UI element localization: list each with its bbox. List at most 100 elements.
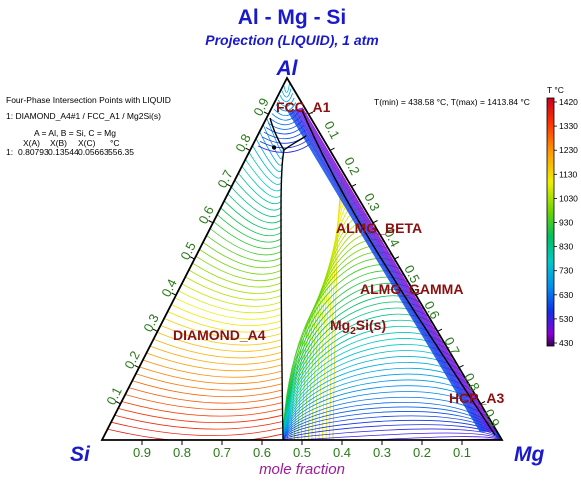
mg2si-tail: Si(s) bbox=[356, 317, 386, 333]
isotherm-fcc bbox=[283, 83, 290, 93]
boundary-right-edge bbox=[301, 109, 496, 436]
axis-tick bbox=[329, 147, 335, 151]
colorbar-label: 430 bbox=[559, 338, 573, 348]
colorbar-label: 1030 bbox=[559, 193, 578, 203]
phase-label-mg2si: Mg2Si(s) bbox=[330, 317, 386, 337]
isotherm-diamond bbox=[139, 366, 283, 385]
isotherm-right-edge bbox=[301, 107, 495, 432]
axis-tick bbox=[226, 183, 232, 188]
isotherm-fcc bbox=[281, 88, 292, 98]
diagram-title: Al - Mg - Si bbox=[238, 6, 347, 29]
right-tick: 0.1 bbox=[321, 119, 343, 142]
phase-boundaries bbox=[269, 109, 496, 441]
axis-tick bbox=[152, 328, 158, 332]
colorbar-label: 1330 bbox=[559, 121, 578, 131]
info-col-xc: X(C) bbox=[78, 138, 96, 148]
isotherm-diamond bbox=[227, 193, 283, 224]
isotherm-diamond bbox=[192, 262, 283, 288]
invariant-info-panel: Four-Phase Intersection Points with LIQU… bbox=[6, 95, 171, 157]
colorbar-label: 730 bbox=[559, 266, 573, 276]
isotherm-right-edge bbox=[298, 108, 493, 432]
info-col-xa: X(A) bbox=[23, 138, 40, 148]
right-axis-ticks: 0.1 0.2 0.3 0.4 0.5 0.6 0.7 0.8 0.9 bbox=[321, 119, 503, 430]
right-tick: 0.4 bbox=[381, 227, 403, 250]
boundary-diamond-mg2si bbox=[280, 149, 285, 441]
phase-label-hcp-a3: HCP_A3 bbox=[449, 390, 504, 406]
axis-tick bbox=[208, 220, 214, 224]
vertex-label-al: Al bbox=[276, 57, 299, 80]
isotherm-diamond bbox=[135, 373, 283, 391]
temperature-colorbar: T °C 1420 1330 1230 1130 1030 930 830 730 630 530… bbox=[546, 85, 578, 348]
right-tick: 0.2 bbox=[341, 155, 363, 178]
isotherm-diamond bbox=[248, 152, 283, 185]
isotherm-right-edge bbox=[296, 109, 490, 432]
colorbar-label: 1420 bbox=[559, 97, 578, 107]
axis-tick bbox=[263, 111, 269, 115]
boundary-fcc-mg2si bbox=[283, 135, 307, 151]
isotherm-diamond bbox=[223, 200, 283, 230]
isotherm-fcc bbox=[273, 106, 298, 116]
axis-tick bbox=[189, 256, 195, 260]
isotherm-diamond bbox=[202, 241, 283, 269]
vertex-label-mg: Mg bbox=[514, 443, 544, 466]
isotherm-right-edge bbox=[297, 108, 492, 432]
isotherm-diamond bbox=[121, 401, 283, 417]
left-tick: 0.9 bbox=[250, 95, 272, 118]
isotherm-right-edge bbox=[290, 110, 484, 432]
isotherm-mg2si bbox=[282, 415, 501, 440]
isotherm-fcc bbox=[279, 93, 293, 103]
bottom-tick: 0.4 bbox=[333, 445, 351, 460]
phase-label-diamond-a4: DIAMOND_A4 bbox=[173, 327, 266, 343]
axis-tick bbox=[458, 364, 464, 369]
left-tick: 0.5 bbox=[177, 239, 199, 262]
isotherm-right-edge bbox=[291, 110, 485, 432]
right-tick: 0.3 bbox=[361, 191, 383, 214]
bottom-tick: 0.1 bbox=[453, 445, 471, 460]
axis-label-mole-fraction: mole fraction bbox=[259, 461, 345, 478]
mg2si-subscript: 2 bbox=[350, 326, 356, 337]
isotherm-fcc bbox=[259, 139, 309, 149]
info-title: Four-Phase Intersection Points with LIQU… bbox=[6, 95, 171, 105]
isotherm-diamond bbox=[241, 165, 283, 198]
left-tick: 0.8 bbox=[232, 131, 254, 154]
isotherm-mg2si bbox=[282, 432, 501, 440]
axis-tick bbox=[437, 328, 443, 332]
isotherm-fcc bbox=[277, 97, 295, 107]
bottom-tick: 0.9 bbox=[133, 445, 151, 460]
diagram-subtitle: Projection (LIQUID), 1 atm bbox=[205, 32, 378, 48]
isotherm-mg2si bbox=[290, 245, 402, 440]
isotherm-diamond bbox=[185, 276, 283, 301]
isotherm-diamond bbox=[181, 283, 283, 307]
left-tick: 0.2 bbox=[121, 348, 143, 371]
isotherm-diamond bbox=[206, 235, 283, 262]
right-tick: 0.5 bbox=[401, 263, 423, 286]
info-col-xb: X(B) bbox=[50, 138, 67, 148]
isotherm-fcc bbox=[257, 143, 311, 153]
isotherm-diamond bbox=[156, 331, 283, 352]
isotherm-right-edge bbox=[301, 107, 496, 432]
isotherm-diamond bbox=[216, 214, 283, 243]
right-tick: 0.7 bbox=[441, 335, 463, 358]
left-axis-ticks: 0.1 0.2 0.3 0.4 0.5 0.6 0.7 0.8 0.9 bbox=[103, 95, 272, 407]
isotherm-diamond bbox=[199, 248, 283, 275]
isotherm-diamond bbox=[142, 359, 283, 378]
isotherm-right-edge bbox=[299, 108, 494, 432]
bottom-tick: 0.6 bbox=[253, 445, 271, 460]
isotherm-mg2si bbox=[282, 428, 501, 440]
isotherm-diamond bbox=[178, 290, 283, 314]
axis-tick bbox=[415, 292, 421, 296]
isotherm-diamond bbox=[252, 145, 283, 179]
axis-tick bbox=[394, 256, 400, 260]
axis-tick bbox=[245, 147, 251, 151]
isotherm-right-edge bbox=[287, 111, 481, 432]
info-row-xc: 0.05663 bbox=[78, 147, 109, 157]
right-tick: 0.6 bbox=[421, 299, 443, 322]
colorbar-label: 1230 bbox=[559, 145, 578, 155]
bottom-tick: 0.8 bbox=[173, 445, 191, 460]
bottom-tick: 0.3 bbox=[373, 445, 391, 460]
info-row-xa: 0.80793 bbox=[18, 147, 49, 157]
info-row-t: 556.35 bbox=[108, 147, 134, 157]
isotherm-diamond bbox=[149, 345, 283, 365]
axis-tick bbox=[134, 364, 140, 369]
